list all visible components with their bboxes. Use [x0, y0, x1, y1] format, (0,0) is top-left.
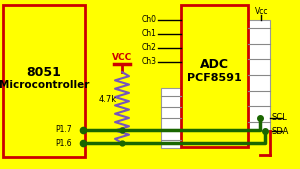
Text: SCL: SCL: [272, 114, 288, 123]
Text: Ch1: Ch1: [142, 30, 157, 39]
Bar: [248, 20, 270, 130]
Text: VCC: VCC: [112, 54, 132, 63]
Text: PCF8591: PCF8591: [187, 73, 242, 83]
Text: Ch0: Ch0: [142, 16, 157, 25]
Text: Ch3: Ch3: [142, 57, 157, 66]
Text: Ch2: Ch2: [142, 43, 157, 53]
Text: 8051: 8051: [27, 66, 62, 78]
Bar: [161, 88, 181, 148]
Text: ADC: ADC: [200, 58, 229, 71]
Text: SDA: SDA: [272, 127, 290, 136]
Text: P1.6: P1.6: [55, 139, 72, 148]
Bar: [181, 5, 248, 147]
Bar: [3, 5, 85, 157]
Text: Microcontroller: Microcontroller: [0, 80, 89, 90]
Text: P1.7: P1.7: [55, 126, 72, 135]
Text: 4.7k: 4.7k: [99, 95, 117, 104]
Text: Vcc: Vcc: [255, 7, 268, 17]
